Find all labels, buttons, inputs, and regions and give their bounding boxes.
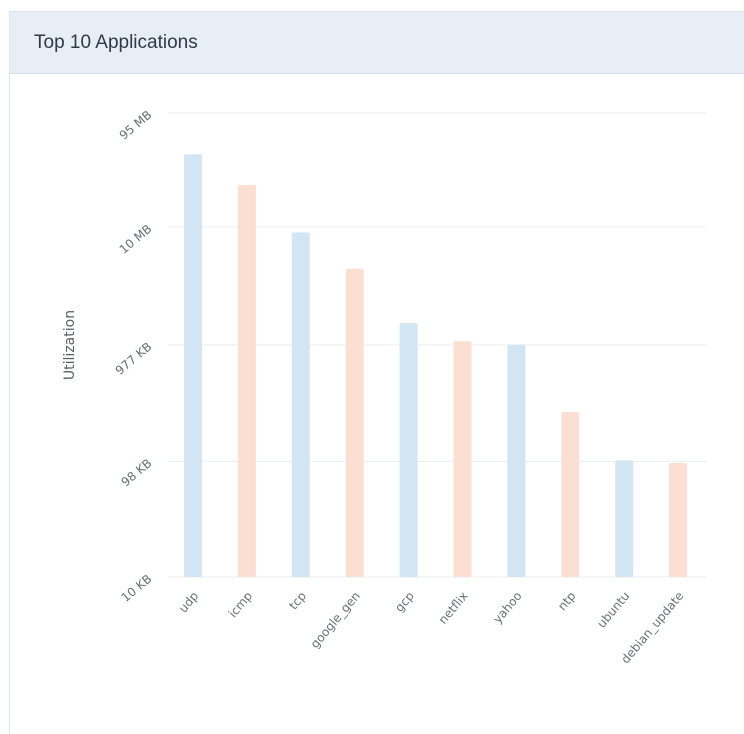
bar-gcp[interactable] [399,323,418,577]
bar-ubuntu[interactable] [615,460,634,577]
x-tick-label: ubuntu [594,589,632,631]
x-tick-label: netflix [436,589,471,627]
bar-tcp[interactable] [291,232,310,578]
x-tick-label: ntp [555,589,579,613]
bar-yahoo[interactable] [507,344,526,577]
x-tick-label: yahoo [490,589,524,626]
panel-header: Top 10 Applications [10,12,744,74]
x-tick-label: gcp [392,589,417,615]
y-tick-label: 95 MB [117,108,155,143]
x-tick-label: google_gen [308,589,363,651]
bar-netflix[interactable] [453,341,472,577]
x-tick-label: tcp [286,589,309,612]
y-tick-label: 98 KB [119,456,155,489]
bar-google_gen[interactable] [345,268,364,577]
bar-ntp[interactable] [561,411,580,577]
panel-title: Top 10 Applications [34,32,198,53]
x-tick-label: udp [176,589,201,615]
y-tick-label: 10 MB [117,222,155,257]
bar-debian_update[interactable] [669,462,688,577]
bar-udp[interactable] [184,154,202,577]
y-axis-label: Utilization [62,310,78,380]
chart-panel: Top 10 Applications [9,11,744,734]
bar-icmp[interactable] [237,184,256,577]
y-tick-label: 977 KB [113,340,155,378]
x-tick-label: icmp [226,589,256,620]
y-tick-label: 10 KB [119,572,155,605]
